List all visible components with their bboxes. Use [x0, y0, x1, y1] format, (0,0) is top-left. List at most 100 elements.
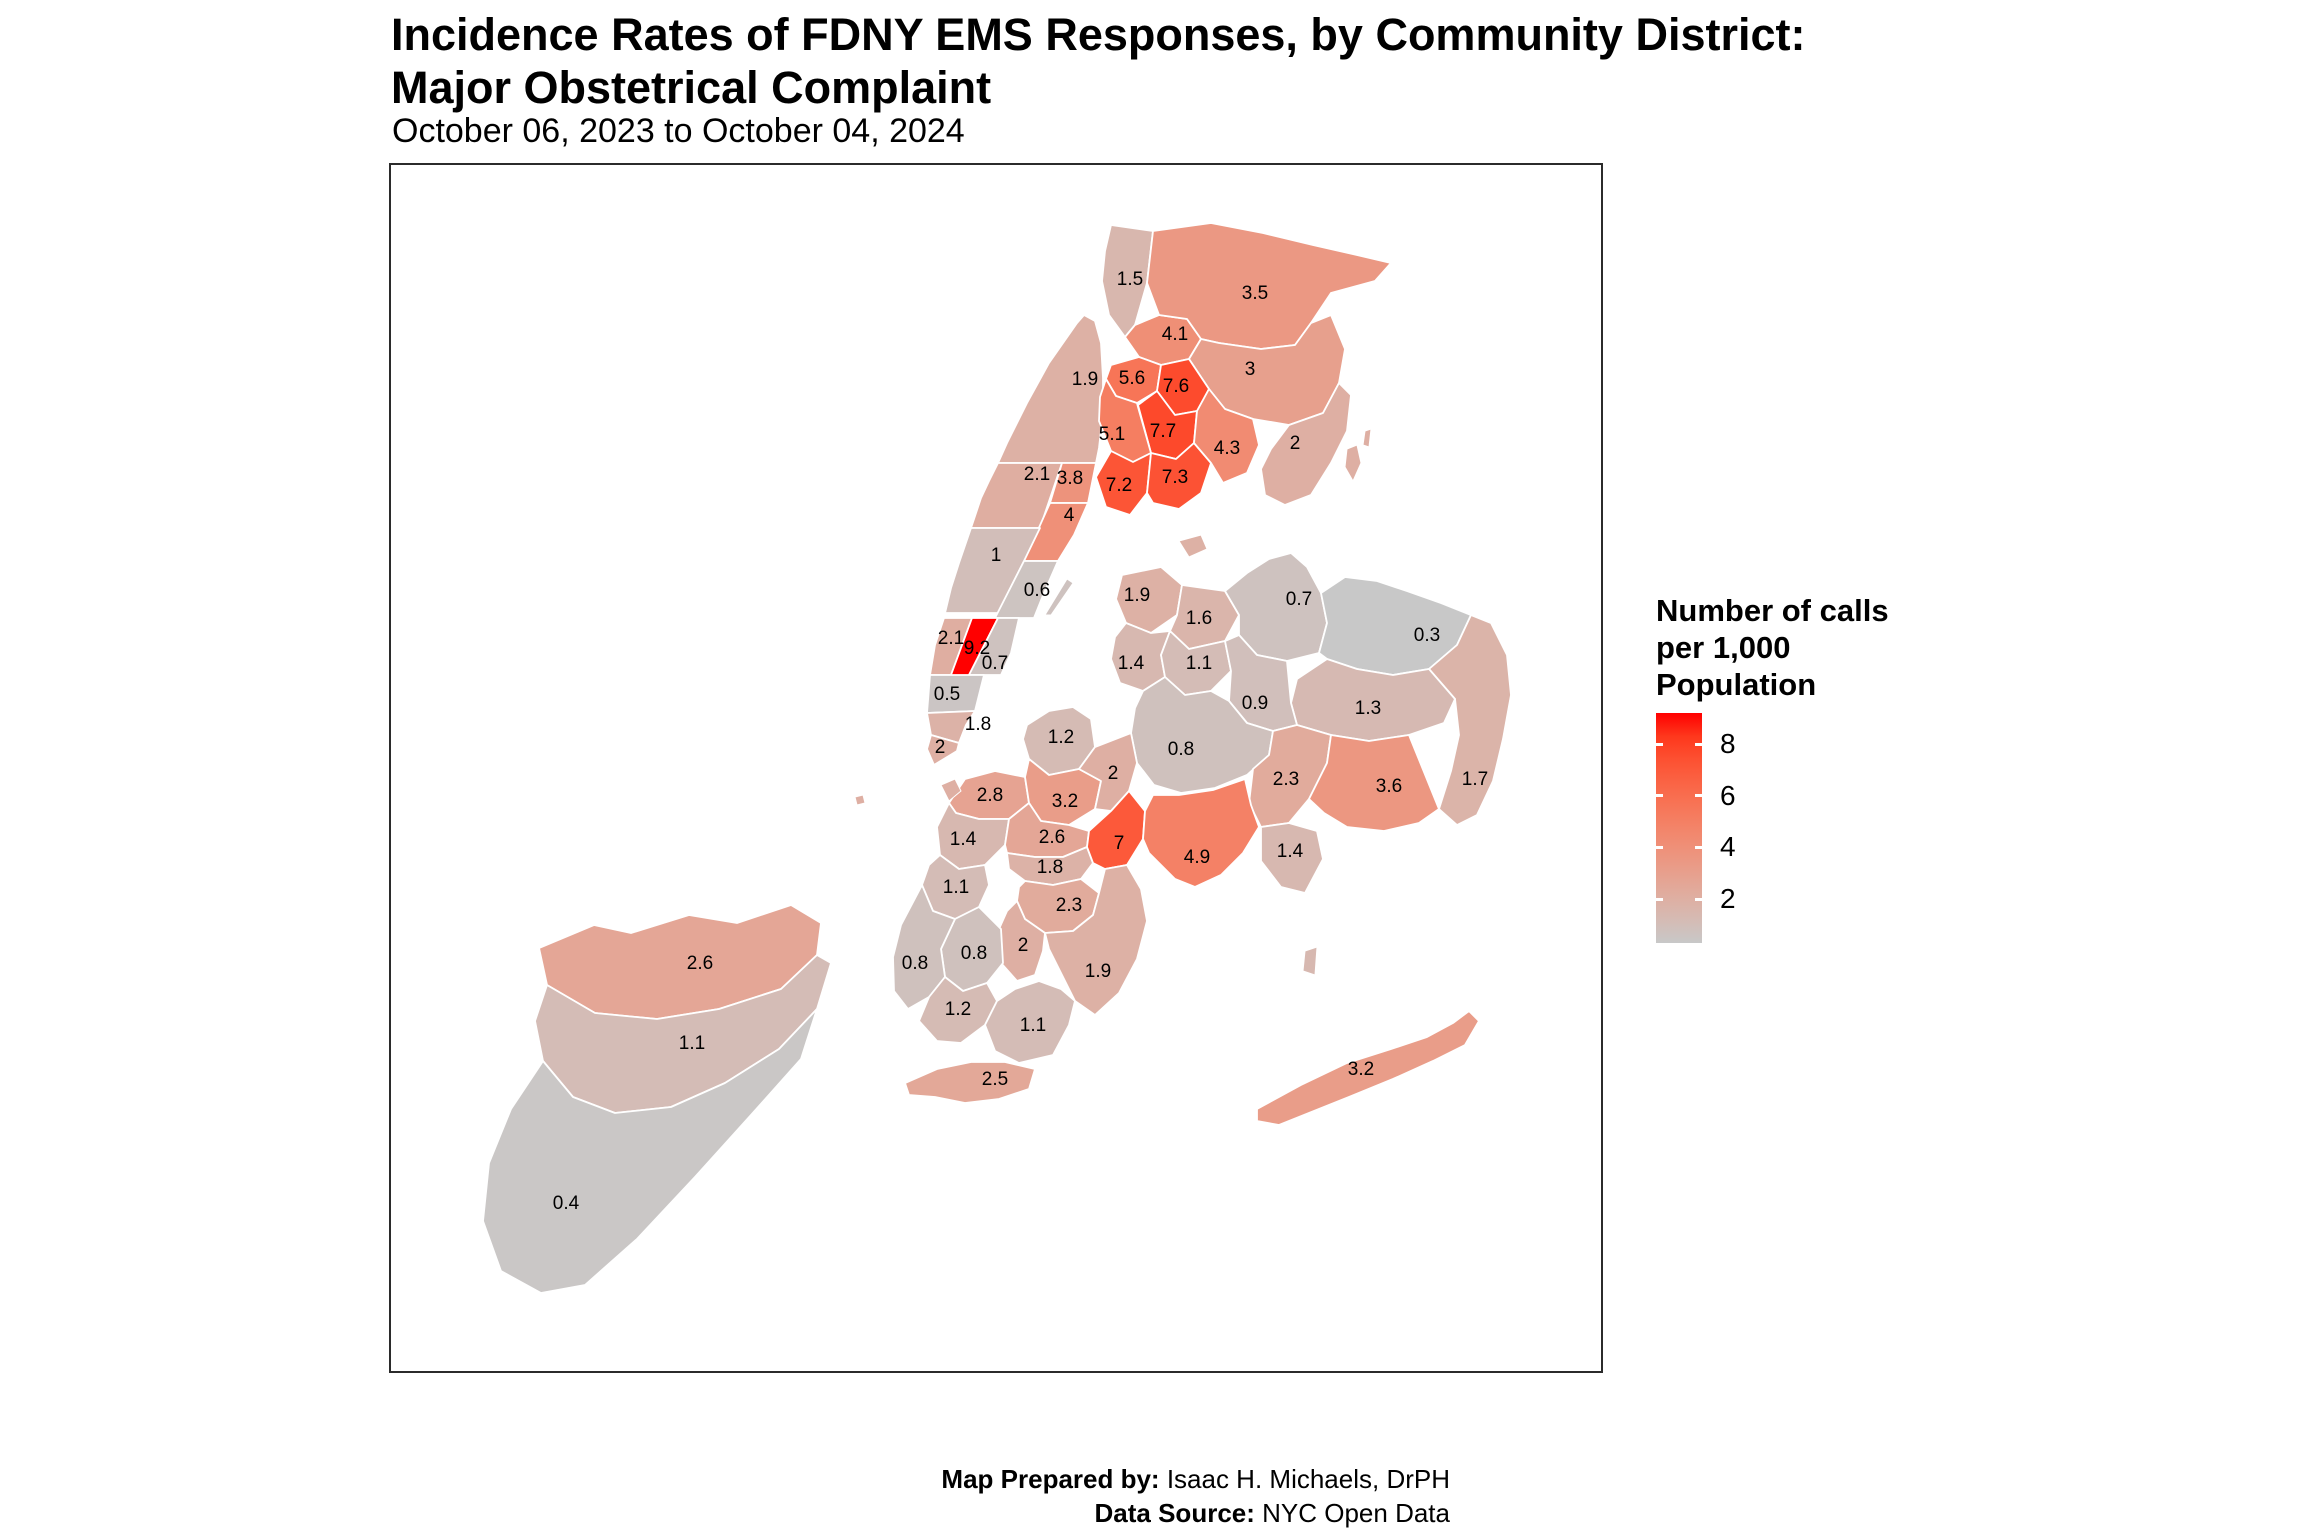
district-value-label: 1.1	[1186, 653, 1212, 674]
district-value-label: 9.2	[964, 638, 990, 659]
legend-tick-label: 4	[1720, 831, 1736, 863]
district-value-label: 2.1	[1024, 464, 1050, 485]
district-value-label: 2	[1108, 763, 1119, 784]
district-value-label: 1.8	[965, 714, 991, 735]
district-shape-qn	[1256, 1010, 1480, 1126]
district-value-label: 1.4	[1118, 653, 1145, 674]
district-value-label: 1.6	[1186, 608, 1212, 629]
district-value-label: 5.1	[1099, 424, 1125, 445]
legend: Number of calls per 1,000 Population 8 6 4…	[1656, 592, 2076, 973]
district-shape-kr	[904, 1061, 1036, 1104]
liberty-island	[854, 794, 866, 806]
district-value-label: 0.8	[902, 953, 928, 974]
district-value-label: 1.9	[1072, 369, 1098, 390]
chart-title: Incidence Rates of FDNY EMS Responses, b…	[391, 8, 1805, 114]
legend-tick-label: 2	[1720, 883, 1736, 915]
district-value-label: 0.8	[961, 943, 987, 964]
legend-tick-label: 6	[1720, 779, 1736, 811]
legend-tick-mark	[1656, 742, 1663, 746]
district-value-label: 4.3	[1214, 438, 1240, 459]
district-value-label: 1.9	[1085, 961, 1111, 982]
legend-tick-mark	[1656, 794, 1663, 798]
chart-subtitle: October 06, 2023 to October 04, 2024	[392, 112, 965, 150]
district-value-label: 2.6	[687, 953, 713, 974]
district-value-label: 4.1	[1162, 324, 1188, 345]
district-shape-m06	[994, 560, 1059, 619]
district-value-label: 3.2	[1052, 791, 1078, 812]
district-value-label: 1.5	[1117, 269, 1143, 290]
hart-island	[1362, 428, 1372, 448]
district-value-label: 2.8	[977, 785, 1003, 806]
district-value-label: 0.4	[553, 1193, 580, 1214]
legend-title-line: Population	[1656, 667, 1817, 702]
district-value-label: 1.3	[1355, 698, 1381, 719]
broad-channel-island	[1302, 946, 1318, 976]
district-shape-m09	[968, 617, 1020, 676]
district-value-label: 2	[1018, 935, 1029, 956]
district-value-label: 1.7	[1462, 769, 1488, 790]
legend-tick-labels: 8 6 4 2	[1656, 713, 1776, 943]
district-value-label: 7.2	[1106, 475, 1132, 496]
district-value-label: 3.8	[1057, 468, 1083, 489]
district-value-label: 0.6	[1024, 580, 1050, 601]
district-value-label: 4.9	[1184, 847, 1210, 868]
district-value-label: 2	[935, 737, 946, 758]
district-shape-kl	[998, 900, 1046, 982]
district-shape-ql	[1308, 734, 1440, 832]
district-value-label: 1.2	[1048, 727, 1074, 748]
district-value-label: 7.7	[1150, 421, 1176, 442]
map-panel: 1.9 2.1 3.8 4 1 0.6 2.1 9.2 0.7 0.5 1.8 2 1.5 4.1 3.5 3…	[389, 163, 1603, 1373]
district-value-label: 2.5	[982, 1069, 1008, 1090]
district-shape-kg	[1006, 846, 1094, 886]
district-value-label: 3.6	[1376, 776, 1402, 797]
district-value-label: 1.1	[943, 877, 969, 898]
district-shape-ki	[1142, 778, 1260, 888]
footer-prepared-by-label: Map Prepared by:	[941, 1464, 1160, 1494]
district-value-label: 1.8	[1037, 857, 1063, 878]
footer-data-source: Data Source: NYC Open Data	[941, 1496, 1450, 1530]
district-value-label: 7.3	[1162, 467, 1188, 488]
district-value-label: 2.6	[1039, 827, 1065, 848]
legend-tick-mark	[1695, 742, 1702, 746]
district-shape-m12	[926, 734, 960, 766]
district-value-label: 0.3	[1414, 625, 1440, 646]
district-value-label: 2	[1290, 433, 1301, 454]
district-value-label: 1.1	[679, 1033, 705, 1054]
legend-title-line: per 1,000	[1656, 630, 1791, 665]
rikers-island	[1178, 534, 1208, 558]
district-shape-kh	[1086, 790, 1146, 870]
district-value-label: 1.2	[945, 999, 971, 1020]
district-value-label: 2.3	[1273, 769, 1299, 790]
roosevelt-island	[1044, 578, 1074, 616]
district-value-label: 7.6	[1163, 376, 1189, 397]
district-value-label: 0.9	[1242, 693, 1268, 714]
district-value-label: 1.4	[1277, 841, 1304, 862]
district-shape-ke	[936, 802, 1010, 870]
legend-tick-mark	[1695, 897, 1702, 901]
district-value-label: 4	[1064, 505, 1075, 526]
legend-title-line: Number of calls	[1656, 593, 1889, 628]
legend-tick-mark	[1656, 897, 1663, 901]
footer-prepared-by-value: Isaac H. Michaels, DrPH	[1159, 1464, 1450, 1494]
district-value-label: 2.1	[938, 628, 964, 649]
legend-tick-mark	[1695, 794, 1702, 798]
legend-tick-label: 8	[1720, 728, 1736, 759]
footer-prepared-by: Map Prepared by: Isaac H. Michaels, DrPH	[941, 1462, 1450, 1496]
district-value-label: 2.3	[1056, 895, 1082, 916]
district-shape-qm	[1260, 822, 1324, 894]
legend-body: 8 6 4 2	[1656, 713, 2076, 973]
footer-data-source-value: NYC Open Data	[1254, 1498, 1450, 1528]
district-value-label: 0.8	[1168, 739, 1194, 760]
district-value-label: 0.7	[1286, 589, 1312, 610]
district-shape-b11	[1146, 442, 1212, 510]
district-shape-m11	[926, 710, 976, 744]
district-value-label: 1.4	[950, 829, 977, 850]
district-value-label: 1.1	[1020, 1015, 1046, 1036]
district-shape-b12	[1193, 388, 1260, 484]
district-value-label: 3.2	[1348, 1059, 1374, 1080]
district-value-label: 3	[1245, 359, 1256, 380]
district-shape-qa	[1115, 566, 1183, 634]
district-shape-kq	[984, 980, 1076, 1064]
